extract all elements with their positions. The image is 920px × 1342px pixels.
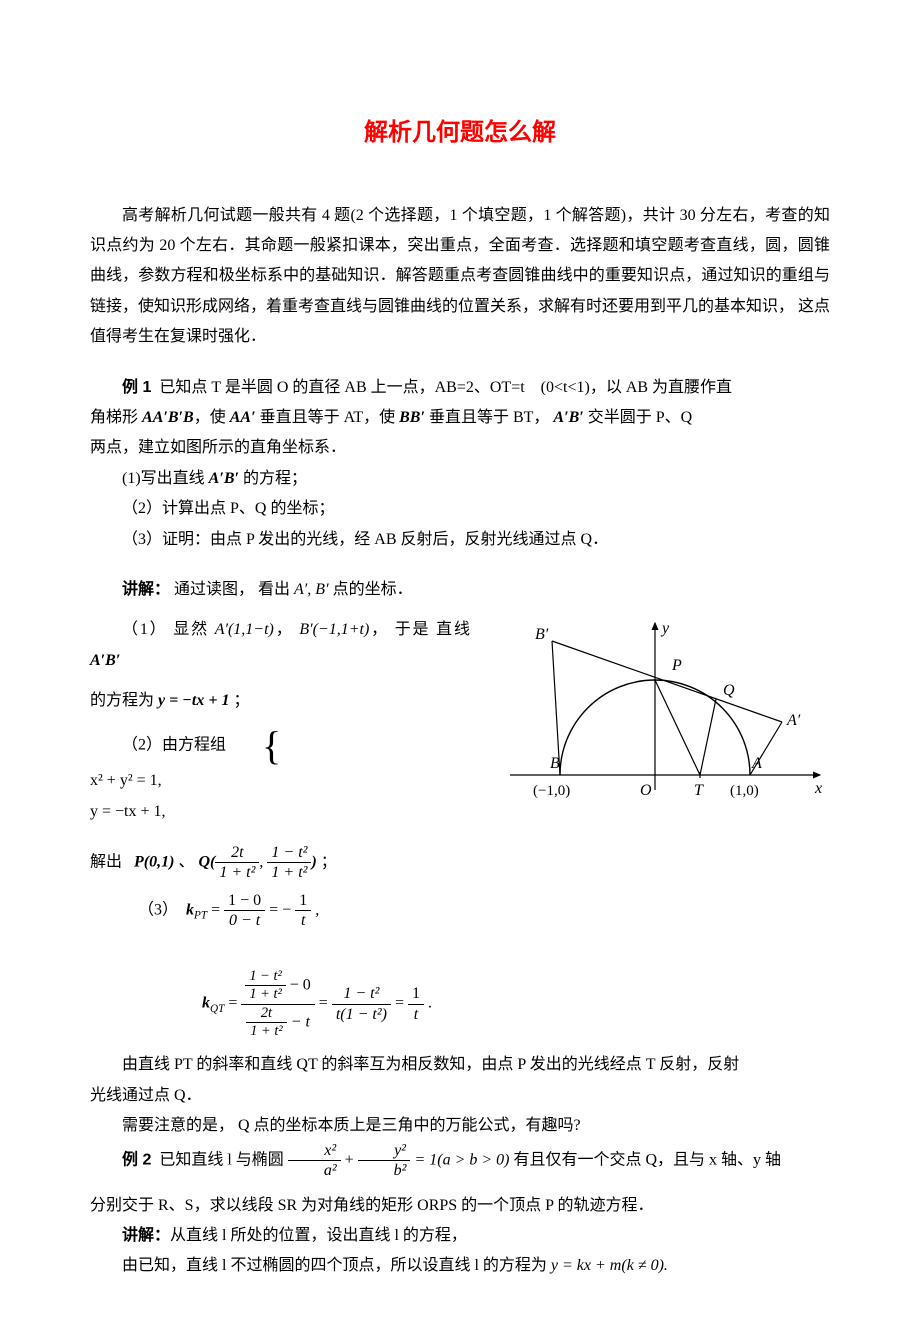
fig-label-T: T [694, 782, 704, 799]
fig-label-pos1: (1,0) [730, 783, 759, 799]
example2-sol-b: 由已知，直线 l 不过椭圆的四个顶点，所以设直线 l 的方程为 y = kx +… [90, 1251, 830, 1281]
semicircle-figure: y x B′ P Q A′ B A (−1,0) O T (1,0) [480, 615, 830, 815]
fig-label-Q: Q [723, 682, 735, 699]
example1-solution-intro: 讲解： 通过读图， 看出 A′, B′ 点的坐标． [90, 575, 830, 605]
fig-label-B: B [550, 755, 560, 772]
conclusion-1b: 光线通过点 Q． [90, 1081, 830, 1111]
solution-with-figure: y x B′ P Q A′ B A (−1,0) O T (1,0) （1） 显… [90, 615, 830, 843]
example2-stem: 例 2 已知直线 l 与椭圆 x²a² + y²b² = 1(a > b > 0… [90, 1141, 830, 1180]
conclusion-1a: 由直线 PT 的斜率和直线 QT 的斜率互为相反数知，由点 P 发出的光线经点 … [90, 1050, 830, 1080]
example2-label: 例 2 [122, 1152, 151, 1169]
fig-label-P: P [671, 657, 682, 674]
fig-label-x: x [814, 780, 822, 797]
fig-label-Ap: A′ [786, 712, 801, 729]
example1-q2: （2）计算出点 P、Q 的坐标； [90, 494, 830, 524]
solution-label: 讲解： [122, 581, 170, 598]
example1-q1: (1)写出直线 A′B′ 的方程； [90, 464, 830, 494]
example1-label: 例 1 [122, 379, 151, 396]
intro-paragraph: 高考解析几何试题一般共有 4 题(2 个选择题，1 个填空题，1 个解答题)，共… [90, 201, 830, 353]
solution-pq: 解出 P(0,1) 、 Q(2t1 + t², 1 − t²1 + t²) ； [90, 843, 830, 882]
document-page: 解析几何题怎么解 高考解析几何试题一般共有 4 题(2 个选择题，1 个填空题，… [0, 0, 920, 1342]
example2-stem-l2: 分别交于 R、S，求以线段 SR 为对角线的矩形 ORPS 的一个顶点 P 的轨… [90, 1191, 830, 1221]
fig-label-neg1: (−1,0) [533, 783, 570, 799]
solution-kqt: kQT = 1 − t²1 + t² − 0 2t1 + t² − t = 1 … [202, 968, 830, 1040]
example1-stem-l1: 例 1 已知点 T 是半圆 O 的直径 AB 上一点，AB=2、OT=t (0<… [90, 373, 830, 403]
example1-stem-l3: 两点，建立如图所示的直角坐标系． [90, 433, 830, 463]
fig-label-y: y [660, 620, 670, 637]
fig-label-A: A [751, 755, 762, 772]
example2-sol-a: 讲解：从直线 l 所处的位置，设出直线 l 的方程， [90, 1221, 830, 1251]
page-title: 解析几何题怎么解 [90, 110, 830, 156]
fig-label-O: O [640, 782, 652, 799]
fig-label-Bp: B′ [535, 626, 549, 643]
example1-q3: （3）证明：由点 P 发出的光线，经 AB 反射后，反射光线通过点 Q． [90, 525, 830, 555]
figure-svg: y x B′ P Q A′ B A (−1,0) O T (1,0) [480, 615, 830, 815]
example1-stem-l2: 角梯形 AA′B′B，使 AA′ 垂直且等于 AT，使 BB′ 垂直且等于 BT… [90, 403, 830, 433]
example1-note: 需要注意的是， Q 点的坐标本质上是三角中的万能公式，有趣吗? [90, 1111, 830, 1141]
solution-part3-kpt: （3） kPT = 1 − 00 − t = − 1t , [138, 891, 830, 930]
